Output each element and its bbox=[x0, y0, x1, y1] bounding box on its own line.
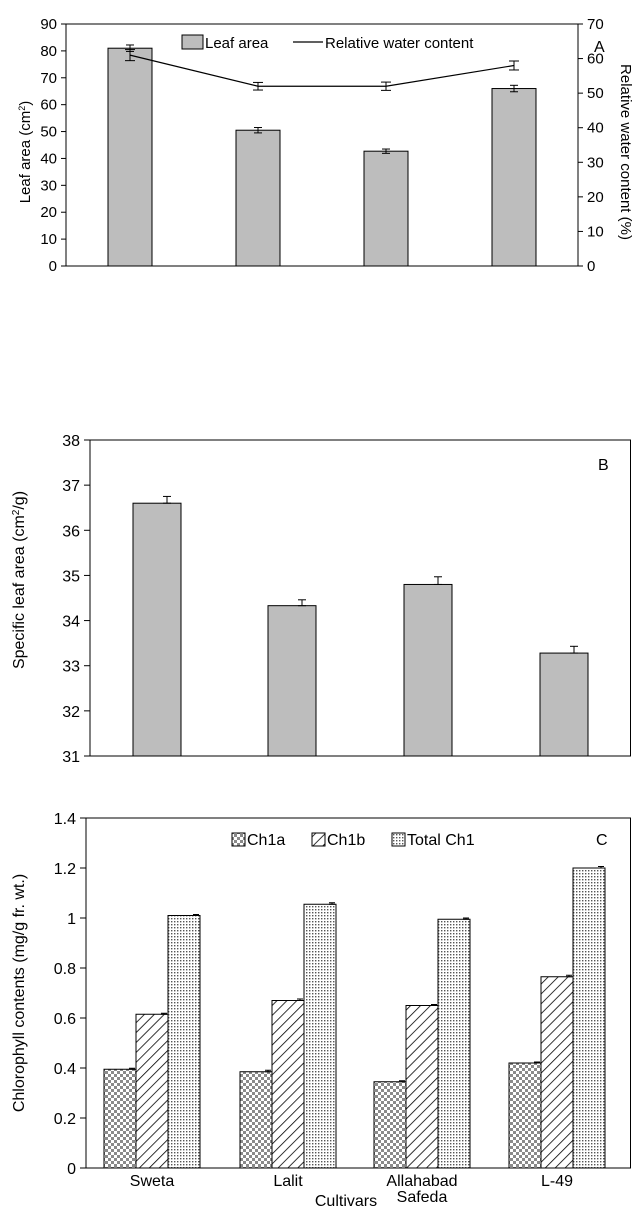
panel-c-panel-label: C bbox=[596, 832, 608, 849]
legend-label-total-ch1: Total Ch1 bbox=[407, 832, 475, 849]
panel-b-y-tick-label: 38 bbox=[62, 433, 80, 450]
panel-a-y-tick-label: 70 bbox=[40, 70, 57, 87]
panel-b-bar-lalit bbox=[267, 605, 317, 757]
panel-a-y-tick-label: 0 bbox=[49, 258, 57, 275]
panel-b-y-tick-label: 34 bbox=[62, 614, 80, 631]
panel-c-legend: Ch1a Ch1b Total Ch1 bbox=[231, 832, 475, 849]
panel-b-y-tick-label: 36 bbox=[62, 523, 80, 540]
panel-a-bar-lalit bbox=[235, 129, 281, 267]
panel-a-y-tick-label: 80 bbox=[40, 43, 57, 60]
legend-label-leaf-area: Leaf area bbox=[205, 35, 269, 52]
panel-a-bar-l-49 bbox=[491, 88, 537, 267]
panel-c-y-tick-label: 1 bbox=[67, 911, 76, 928]
panel-c-x-tick-label: Safeda bbox=[397, 1189, 448, 1206]
panel-c-y-tick-label: 1.4 bbox=[54, 811, 76, 828]
panel-a-y2-tick-label: 0 bbox=[587, 258, 595, 275]
panel-a-y-tick-label: 40 bbox=[40, 150, 57, 167]
panel-c-bar-total-ch1-allahabad-safeda bbox=[437, 918, 471, 1169]
panel-a-y2-tick-label: 50 bbox=[587, 85, 604, 102]
panel-c-y-tick-label: 1.2 bbox=[54, 861, 76, 878]
panel-b-bar-l-49 bbox=[539, 652, 589, 757]
panel-c-bar-ch1a-sweta bbox=[103, 1068, 137, 1169]
panel-a-y-tick-label: 50 bbox=[40, 124, 57, 141]
panel-b-y-tick-label: 35 bbox=[62, 568, 80, 585]
panel-c-bar-total-ch1-sweta bbox=[167, 915, 201, 1169]
panel-c-bar-ch1b-lalit bbox=[271, 1000, 305, 1169]
panel-a-y2-tick-label: 20 bbox=[587, 189, 604, 206]
legend-label-relative-water-content: Relative water content bbox=[325, 35, 474, 52]
panel-b-bar-sweta bbox=[132, 502, 182, 757]
panel-a-y2-tick-label: 60 bbox=[587, 51, 604, 68]
panel-b-specific-leaf-area-chart: Specific leaf area (cm2/g) B 31 32 33 34 35 3… bbox=[11, 433, 631, 766]
panel-a-rwc-line bbox=[129, 54, 515, 87]
panel-a-y2-tick-label: 30 bbox=[587, 154, 604, 171]
panel-b-y-tick-label: 31 bbox=[62, 749, 80, 766]
legend-swatch-leaf-area bbox=[181, 34, 204, 50]
panel-a-bar-sweta bbox=[107, 47, 153, 267]
legend-swatch-ch1a bbox=[231, 832, 246, 847]
panel-a-y-tick-label: 60 bbox=[40, 97, 57, 114]
panel-a-y2-tick-label: 40 bbox=[587, 120, 604, 137]
panel-c-chlorophyll-chart: Chlorophyll contents (mg/g fr. wt.) C Cu… bbox=[11, 811, 631, 1210]
panel-b-ylabel: Specific leaf area (cm2/g) bbox=[11, 491, 28, 669]
panel-c-bar-ch1a-allahabad-safeda bbox=[373, 1081, 407, 1169]
legend-swatch-ch1b bbox=[311, 832, 326, 847]
legend-swatch-total-ch1 bbox=[391, 832, 406, 847]
panel-c-y-tick-label: 0.6 bbox=[54, 1011, 76, 1028]
panel-a-y-tick-label: 90 bbox=[40, 16, 57, 33]
panel-a-y-tick-label: 30 bbox=[40, 177, 57, 194]
panel-c-x-tick-label: Lalit bbox=[273, 1173, 303, 1190]
panel-c-bar-ch1a-l-49 bbox=[508, 1062, 542, 1169]
legend-label-ch1b: Ch1b bbox=[327, 832, 365, 849]
panel-a-frame bbox=[65, 23, 579, 267]
panel-c-x-tick-label: Sweta bbox=[130, 1173, 175, 1190]
panel-c-x-tick-label: L-49 bbox=[541, 1173, 573, 1190]
panel-c-bar-total-ch1-lalit bbox=[303, 903, 337, 1169]
panel-a-y-tick-label: 10 bbox=[40, 231, 57, 248]
panel-c-bar-total-ch1-l-49 bbox=[572, 867, 606, 1169]
panel-b-bar-allahabad-safeda bbox=[403, 583, 453, 757]
panel-a-legend: Leaf area Relative water content bbox=[181, 34, 474, 52]
panel-c-xlabel: Cultivars bbox=[315, 1193, 377, 1210]
panel-b-panel-label: B bbox=[598, 457, 609, 474]
panel-c-bar-ch1a-lalit bbox=[239, 1071, 273, 1169]
panel-b-y-tick-label: 33 bbox=[62, 659, 80, 676]
panel-a-bar-allahabad-safeda bbox=[363, 150, 409, 267]
panel-a-y-tick-label: 20 bbox=[40, 204, 57, 221]
panel-c-bar-ch1b-l-49 bbox=[540, 976, 574, 1169]
panel-c-y-tick-label: 0 bbox=[67, 1161, 76, 1178]
panel-a-ylabel: Leaf area (cm2) bbox=[17, 101, 34, 204]
panel-c-bar-ch1b-allahabad-safeda bbox=[405, 1005, 439, 1169]
panel-b-y-tick-label: 37 bbox=[62, 478, 80, 495]
panel-b-y-tick-label: 32 bbox=[62, 704, 80, 721]
panel-a-y2-tick-label: 70 bbox=[587, 16, 604, 33]
legend-label-ch1a: Ch1a bbox=[247, 832, 285, 849]
panel-c-y-tick-label: 0.4 bbox=[54, 1061, 76, 1078]
panel-c-y-tick-label: 0.2 bbox=[54, 1111, 76, 1128]
panel-c-x-tick-label: Allahabad bbox=[386, 1173, 457, 1190]
panel-a-y2label: Relative water content (%) bbox=[617, 64, 632, 240]
panel-a-leaf-area-chart: Leaf area (cm2) Relative water content (… bbox=[17, 16, 632, 275]
panel-c-ylabel: Chlorophyll contents (mg/g fr. wt.) bbox=[11, 874, 28, 1112]
panel-a-y2-tick-label: 10 bbox=[587, 223, 604, 240]
panel-c-y-tick-label: 0.8 bbox=[54, 961, 76, 978]
panel-c-bar-ch1b-sweta bbox=[135, 1013, 169, 1169]
panel-a-panel-label: A bbox=[594, 39, 605, 56]
